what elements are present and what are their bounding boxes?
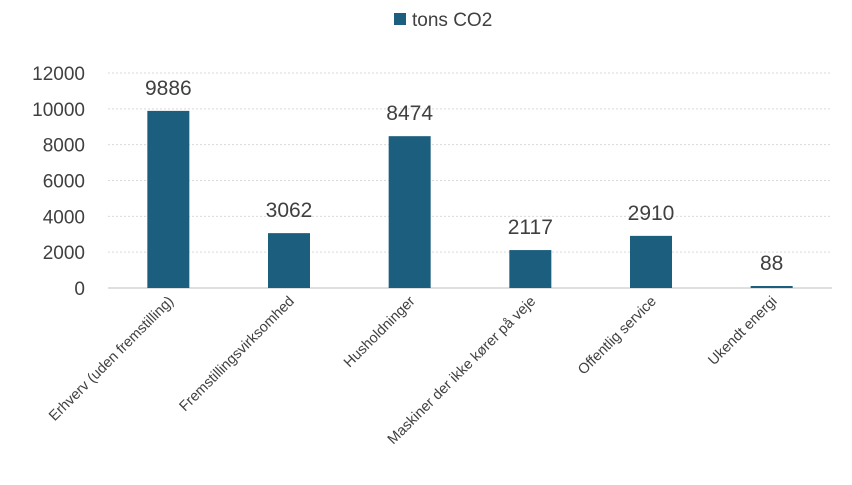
gridlines: [108, 73, 832, 252]
category-label: Erhverv (uden fremstilling): [46, 294, 177, 425]
category-label: Ukendt energi: [705, 294, 780, 369]
y-tick-label: 0: [74, 279, 85, 300]
category-label: Husholdninger: [341, 293, 419, 371]
category-label: Maskiner der ikke kører på veje: [385, 294, 539, 448]
legend-label: tons CO2: [412, 10, 492, 31]
bar: [509, 250, 551, 288]
data-label: 9886: [145, 77, 192, 100]
data-label: 2910: [628, 202, 675, 225]
legend-swatch: [394, 13, 406, 25]
data-label: 8474: [386, 102, 433, 125]
category-label: Offentlig service: [575, 294, 660, 379]
bar: [751, 286, 793, 288]
y-tick-label: 12000: [32, 64, 85, 85]
y-tick-label: 10000: [32, 100, 85, 121]
y-axis-ticks: 0 2000 4000 6000 8000 10000 12000: [32, 64, 85, 300]
data-label: 88: [760, 252, 783, 275]
bar: [630, 236, 672, 288]
bar: [268, 233, 310, 288]
y-tick-label: 8000: [43, 136, 85, 157]
data-label: 3062: [266, 199, 313, 222]
category-label: Fremstillingsvirksomhed: [177, 294, 298, 415]
y-tick-label: 4000: [43, 207, 85, 228]
bar: [389, 136, 431, 288]
legend: tons CO2: [394, 10, 492, 31]
category-labels: Erhverv (uden fremstilling) Fremstillings…: [46, 293, 780, 447]
bar: [147, 111, 189, 288]
data-labels: 9886 3062 8474 2117 2910 88: [145, 77, 783, 275]
data-label: 2117: [508, 216, 553, 239]
y-tick-label: 6000: [43, 172, 85, 193]
y-tick-label: 2000: [43, 243, 85, 264]
bars: [147, 111, 792, 288]
